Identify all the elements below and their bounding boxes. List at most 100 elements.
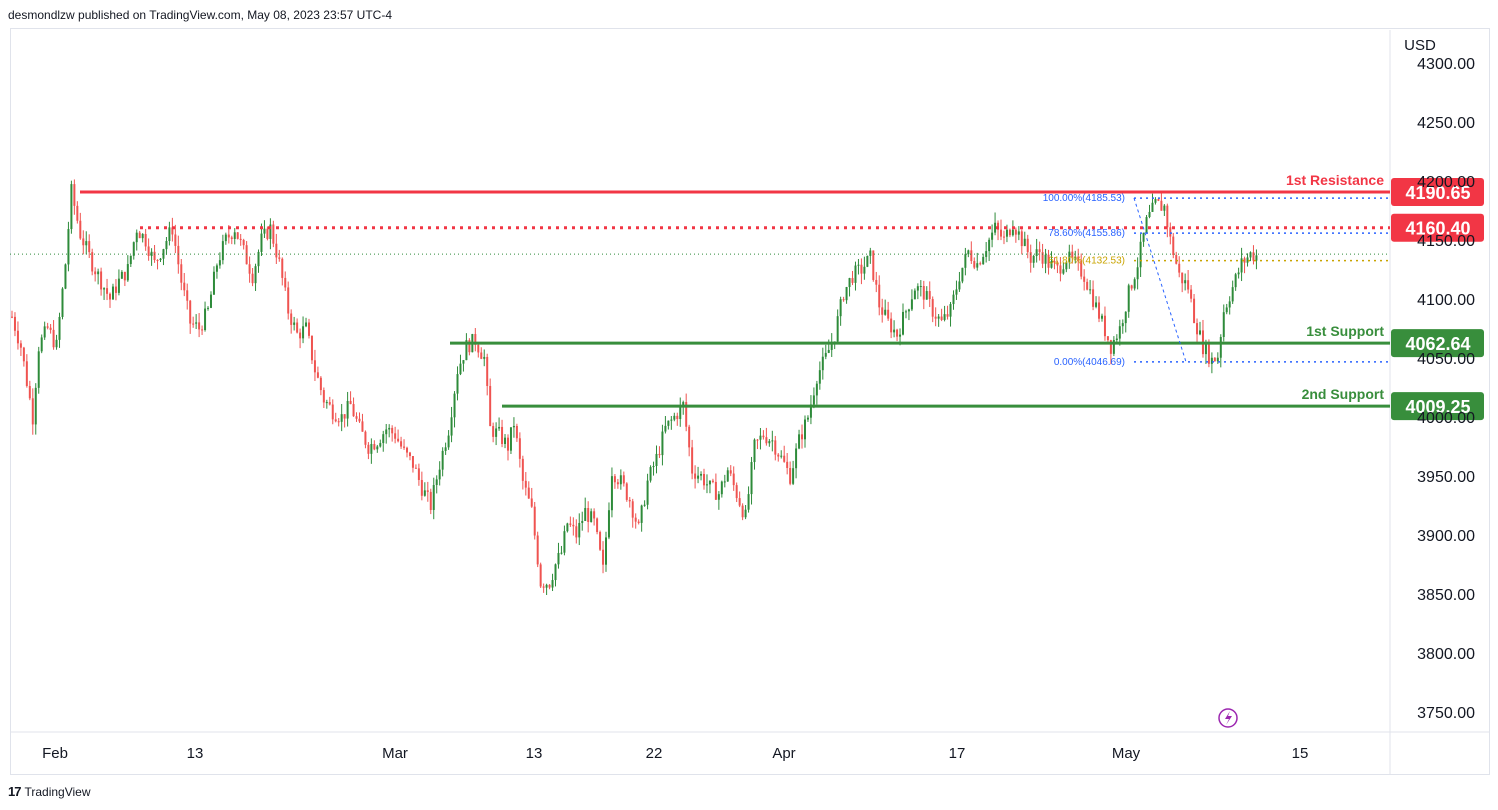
candle-down xyxy=(637,521,640,523)
price-tick-label: 4250.00 xyxy=(1417,115,1475,132)
tradingview-logo-icon: 17 xyxy=(8,784,22,799)
candle-down xyxy=(786,461,789,468)
candle-down xyxy=(735,485,738,499)
candle-down xyxy=(572,524,575,527)
time-tick-label: 15 xyxy=(1292,745,1309,762)
candle-up xyxy=(916,286,919,291)
candle-up xyxy=(866,255,869,267)
candle-down xyxy=(489,385,492,427)
candle-down xyxy=(153,251,156,261)
candle-down xyxy=(186,290,189,301)
candle-down xyxy=(1103,315,1106,337)
candle-down xyxy=(729,470,732,474)
candle-up xyxy=(495,428,498,437)
fib-level-label: 0.00%(4046.69) xyxy=(1054,357,1125,368)
candle-down xyxy=(1059,265,1062,274)
candle-up xyxy=(257,251,260,267)
fibonacci-retracement: 100.00%(4185.53) 78.60%(4155.86) 61.80%(41… xyxy=(1043,193,1390,368)
candle-down xyxy=(658,453,661,456)
candle-down xyxy=(756,439,759,441)
candle-up xyxy=(305,322,308,327)
candle-down xyxy=(245,245,248,265)
candle-up xyxy=(103,288,106,290)
candle-up xyxy=(141,234,144,239)
candle-up xyxy=(806,417,809,420)
price-tag xyxy=(1391,329,1484,358)
candle-down xyxy=(147,246,150,256)
candle-up xyxy=(58,316,61,340)
candle-up xyxy=(744,509,747,518)
candle-up xyxy=(610,476,613,511)
candle-down xyxy=(343,414,346,419)
candle-up xyxy=(34,387,37,425)
candle-up xyxy=(818,370,821,384)
time-tick-label: 22 xyxy=(646,745,663,762)
candle-up xyxy=(135,232,138,243)
candle-up xyxy=(1163,205,1166,211)
candle-up xyxy=(824,352,827,357)
candle-up xyxy=(1133,279,1136,289)
candle-up xyxy=(605,537,607,565)
fib-level-label: 100.00%(4185.53) xyxy=(1043,193,1125,204)
candle-up xyxy=(643,504,646,506)
candle-up xyxy=(67,229,70,265)
candle-up xyxy=(207,307,210,309)
candle-down xyxy=(1083,276,1086,282)
candle-down xyxy=(198,322,201,330)
candle-up xyxy=(747,494,750,510)
candle-down xyxy=(88,241,91,253)
candle-up xyxy=(551,580,554,588)
candle-up xyxy=(165,240,168,250)
candle-down xyxy=(171,227,174,235)
candle-up xyxy=(1249,252,1252,258)
lightning-icon xyxy=(1218,708,1238,728)
candle-down xyxy=(242,239,245,246)
candle-up xyxy=(129,255,132,265)
candle-up xyxy=(435,479,438,486)
candle-down xyxy=(1077,256,1080,261)
candle-down xyxy=(1002,236,1005,238)
candle-down xyxy=(625,483,628,500)
candle-up xyxy=(967,250,970,255)
candle-up xyxy=(1062,269,1065,274)
candle-down xyxy=(896,329,899,337)
candle-down xyxy=(997,222,1000,230)
candle-up xyxy=(1005,229,1008,237)
candle-down xyxy=(628,499,631,502)
price-tick-label: 4200.00 xyxy=(1417,174,1475,191)
candle-down xyxy=(361,421,364,432)
candle-up xyxy=(955,289,958,295)
candle-up xyxy=(661,431,664,456)
candle-down xyxy=(872,250,875,280)
time-tick-label: May xyxy=(1112,745,1141,762)
candle-down xyxy=(239,238,242,240)
candle-down xyxy=(622,475,625,484)
candle-down xyxy=(429,491,432,510)
candle-down xyxy=(881,307,884,315)
candle-down xyxy=(123,271,126,281)
candle-down xyxy=(16,330,19,344)
candle-down xyxy=(313,360,316,373)
candle-down xyxy=(1000,229,1003,237)
candle-down xyxy=(738,498,741,506)
lightning-bolt-icon xyxy=(1225,711,1232,725)
candle-up xyxy=(899,334,902,337)
candle-up xyxy=(1100,315,1103,319)
level-label: 1st Resistance xyxy=(1286,172,1384,188)
candle-up xyxy=(830,342,833,350)
candle-down xyxy=(593,511,596,519)
candle-down xyxy=(426,490,429,492)
candle-down xyxy=(587,508,590,523)
candle-down xyxy=(1243,258,1246,263)
candle-down xyxy=(878,284,881,308)
candle-up xyxy=(581,520,584,523)
candle-down xyxy=(183,282,186,291)
candle-down xyxy=(1169,227,1172,237)
candle-up xyxy=(1136,267,1139,280)
candle-up xyxy=(43,326,46,338)
candle-up xyxy=(382,434,385,444)
candle-up xyxy=(795,448,798,469)
candle-down xyxy=(1157,199,1160,201)
candle-up xyxy=(438,469,441,480)
